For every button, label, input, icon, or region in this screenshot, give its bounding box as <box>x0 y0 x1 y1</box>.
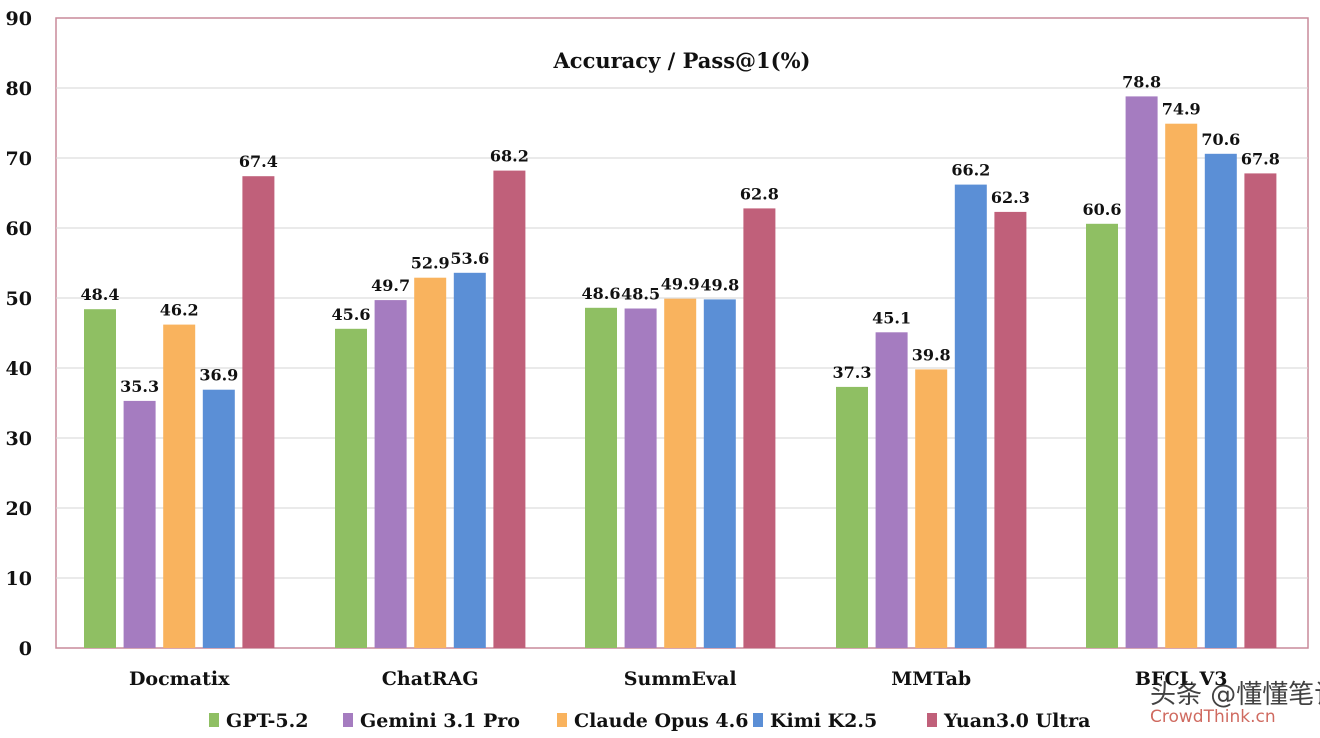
y-tick-label: 90 <box>6 8 32 30</box>
bar <box>664 298 697 648</box>
legend-swatch <box>927 713 937 727</box>
bar <box>624 308 657 648</box>
data-label: 70.6 <box>1201 130 1240 149</box>
x-category-label: BFCL V3 <box>1135 668 1228 690</box>
data-label: 49.8 <box>700 275 739 294</box>
bar <box>242 176 275 648</box>
data-label: 52.9 <box>411 254 450 273</box>
bar <box>493 170 526 648</box>
data-label: 45.6 <box>332 305 371 324</box>
data-label: 62.8 <box>740 184 779 203</box>
bar <box>163 324 196 648</box>
y-tick-label: 50 <box>6 288 32 310</box>
bar <box>84 309 116 648</box>
data-label: 49.9 <box>661 275 700 294</box>
data-label: 37.3 <box>833 363 872 382</box>
bar <box>703 299 736 648</box>
legend-item: Kimi K2.5 <box>753 710 877 732</box>
bar <box>743 208 776 648</box>
bar <box>1165 123 1198 648</box>
y-tick-label: 40 <box>6 358 32 380</box>
y-axis-ticks: 0 10 20 30 40 50 60 70 80 90 <box>6 8 32 660</box>
bar <box>1244 173 1277 648</box>
data-label: 62.3 <box>991 188 1030 207</box>
bar <box>875 332 908 648</box>
x-axis-categories: Docmatix ChatRAG SummEval MMTab BFCL V3 <box>129 668 1228 690</box>
bar <box>585 307 617 648</box>
y-tick-label: 20 <box>6 498 32 520</box>
bar <box>453 272 486 648</box>
bar <box>1204 153 1237 649</box>
data-label: 48.4 <box>81 285 120 304</box>
legend-label: GPT-5.2 <box>226 710 308 732</box>
legend: GPT-5.2 Gemini 3.1 Pro Claude Opus 4.6 Kimi… <box>209 710 1090 732</box>
data-label: 39.8 <box>912 345 951 364</box>
watermark-text: 头条 @懂懂笔记 <box>1150 680 1320 710</box>
value-labels: 48.4 35.3 46.2 36.9 67.4 45.649.752.9 53.6 68.2… <box>81 72 1280 396</box>
data-label: 74.9 <box>1162 100 1201 119</box>
data-label: 48.6 <box>582 284 621 303</box>
bar <box>414 277 447 648</box>
legend-item: Claude Opus 4.6 <box>557 710 748 732</box>
bar <box>954 184 987 648</box>
y-tick-label: 60 <box>6 218 32 240</box>
legend-swatch <box>343 713 353 727</box>
bar <box>915 369 948 648</box>
legend-swatch <box>557 713 567 727</box>
data-label: 66.2 <box>951 161 990 180</box>
legend-item: Yuan3.0 Ultra <box>927 710 1090 732</box>
bar <box>335 328 367 648</box>
data-label: 67.4 <box>239 152 278 171</box>
data-label: 67.8 <box>1241 149 1280 168</box>
y-tick-label: 10 <box>6 568 32 590</box>
bar <box>202 389 235 648</box>
x-category-label: SummEval <box>624 668 737 690</box>
y-tick-label: 80 <box>6 78 32 100</box>
chart-title: Accuracy / Pass@1(%) <box>552 48 810 73</box>
data-label: 36.9 <box>199 366 238 385</box>
bar <box>1086 223 1118 649</box>
data-label: 53.6 <box>450 249 489 268</box>
legend-item: Gemini 3.1 Pro <box>343 710 520 732</box>
legend-label: Yuan3.0 Ultra <box>943 710 1090 732</box>
bar <box>374 300 407 648</box>
data-label: 78.8 <box>1122 72 1161 91</box>
bars <box>84 96 1277 649</box>
watermark-url: CrowdThink.cn <box>1150 707 1276 727</box>
y-tick-label: 0 <box>19 638 32 660</box>
bar <box>123 400 156 648</box>
bar <box>836 386 868 648</box>
legend-item: GPT-5.2 <box>209 710 308 732</box>
x-category-label: Docmatix <box>129 668 230 690</box>
legend-label: Kimi K2.5 <box>770 710 877 732</box>
data-label: 35.3 <box>120 377 159 396</box>
legend-swatch <box>753 713 763 727</box>
data-label: 48.5 <box>621 285 660 304</box>
x-category-label: ChatRAG <box>382 668 479 690</box>
data-label: 45.1 <box>872 308 911 327</box>
legend-label: Gemini 3.1 Pro <box>360 710 520 732</box>
data-label: 49.7 <box>371 276 410 295</box>
data-label: 68.2 <box>490 147 529 166</box>
y-tick-label: 30 <box>6 428 32 450</box>
data-label: 60.6 <box>1083 200 1122 219</box>
bar <box>1125 96 1158 648</box>
data-label: 46.2 <box>160 301 199 320</box>
y-tick-label: 70 <box>6 148 32 170</box>
legend-label: Claude Opus 4.6 <box>574 710 748 732</box>
x-category-label: MMTab <box>891 668 971 690</box>
legend-swatch <box>209 713 219 727</box>
bar <box>994 211 1027 648</box>
